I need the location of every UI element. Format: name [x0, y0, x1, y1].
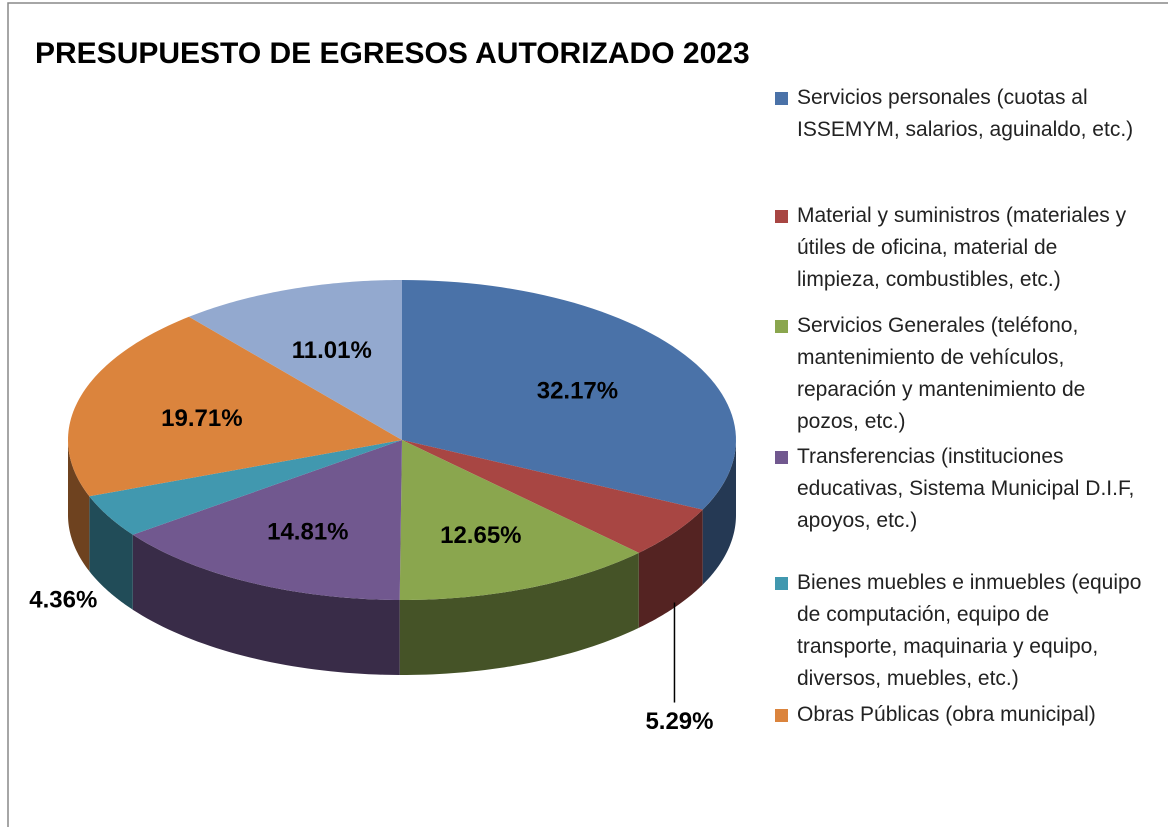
legend-swatch — [775, 451, 788, 464]
data-label: 5.29% — [645, 708, 713, 735]
slice-side — [638, 509, 703, 628]
legend-label: Obras Públicas (obra municipal) — [797, 703, 1096, 726]
legend-label: Bienes muebles e inmuebles (equipo de co… — [797, 571, 1142, 690]
legend-entry: Servicios personales (cuotas al ISSEMYM,… — [775, 82, 1145, 146]
slice — [399, 440, 639, 600]
slice — [188, 280, 402, 440]
slice — [402, 280, 736, 510]
legend-entry: Obras Públicas (obra municipal) — [775, 699, 1145, 731]
chart-title: PRESUPUESTO DE EGRESOS AUTORIZADO 2023 — [35, 37, 750, 70]
data-label: 19.71% — [161, 405, 242, 432]
legend-entry: Transferencias (instituciones educativas… — [775, 441, 1145, 537]
slice-side — [132, 534, 400, 675]
legend-swatch — [775, 210, 788, 223]
slice — [402, 440, 703, 553]
data-label: 12.65% — [440, 522, 521, 549]
legend-swatch — [775, 92, 788, 105]
slice-side — [89, 496, 133, 610]
legend-label: Servicios personales (cuotas al ISSEMYM,… — [797, 86, 1134, 141]
legend-swatch — [775, 320, 788, 333]
slice-side — [399, 552, 639, 675]
frame — [7, 2, 1168, 827]
legend-entry: Bienes muebles e inmuebles (equipo de co… — [775, 567, 1145, 695]
legend-label: Transferencias (instituciones educativas… — [797, 445, 1135, 532]
legend-swatch — [775, 577, 788, 590]
legend-label: Servicios Generales (teléfono, mantenimi… — [797, 314, 1086, 433]
slice — [68, 316, 402, 497]
slice-side — [68, 440, 90, 572]
data-label: 11.01% — [292, 337, 372, 364]
data-label: 14.81% — [267, 519, 348, 546]
slice — [132, 440, 402, 600]
slice-side — [702, 440, 736, 585]
slice — [89, 440, 402, 535]
legend-entry: Material y suministros (materiales y úti… — [775, 200, 1145, 296]
legend-swatch — [775, 709, 788, 722]
legend-entry: Servicios Generales (teléfono, mantenimi… — [775, 310, 1145, 438]
data-label: 32.17% — [537, 378, 618, 405]
legend-label: Material y suministros (materiales y úti… — [797, 204, 1127, 291]
data-label: 4.36% — [29, 587, 97, 614]
